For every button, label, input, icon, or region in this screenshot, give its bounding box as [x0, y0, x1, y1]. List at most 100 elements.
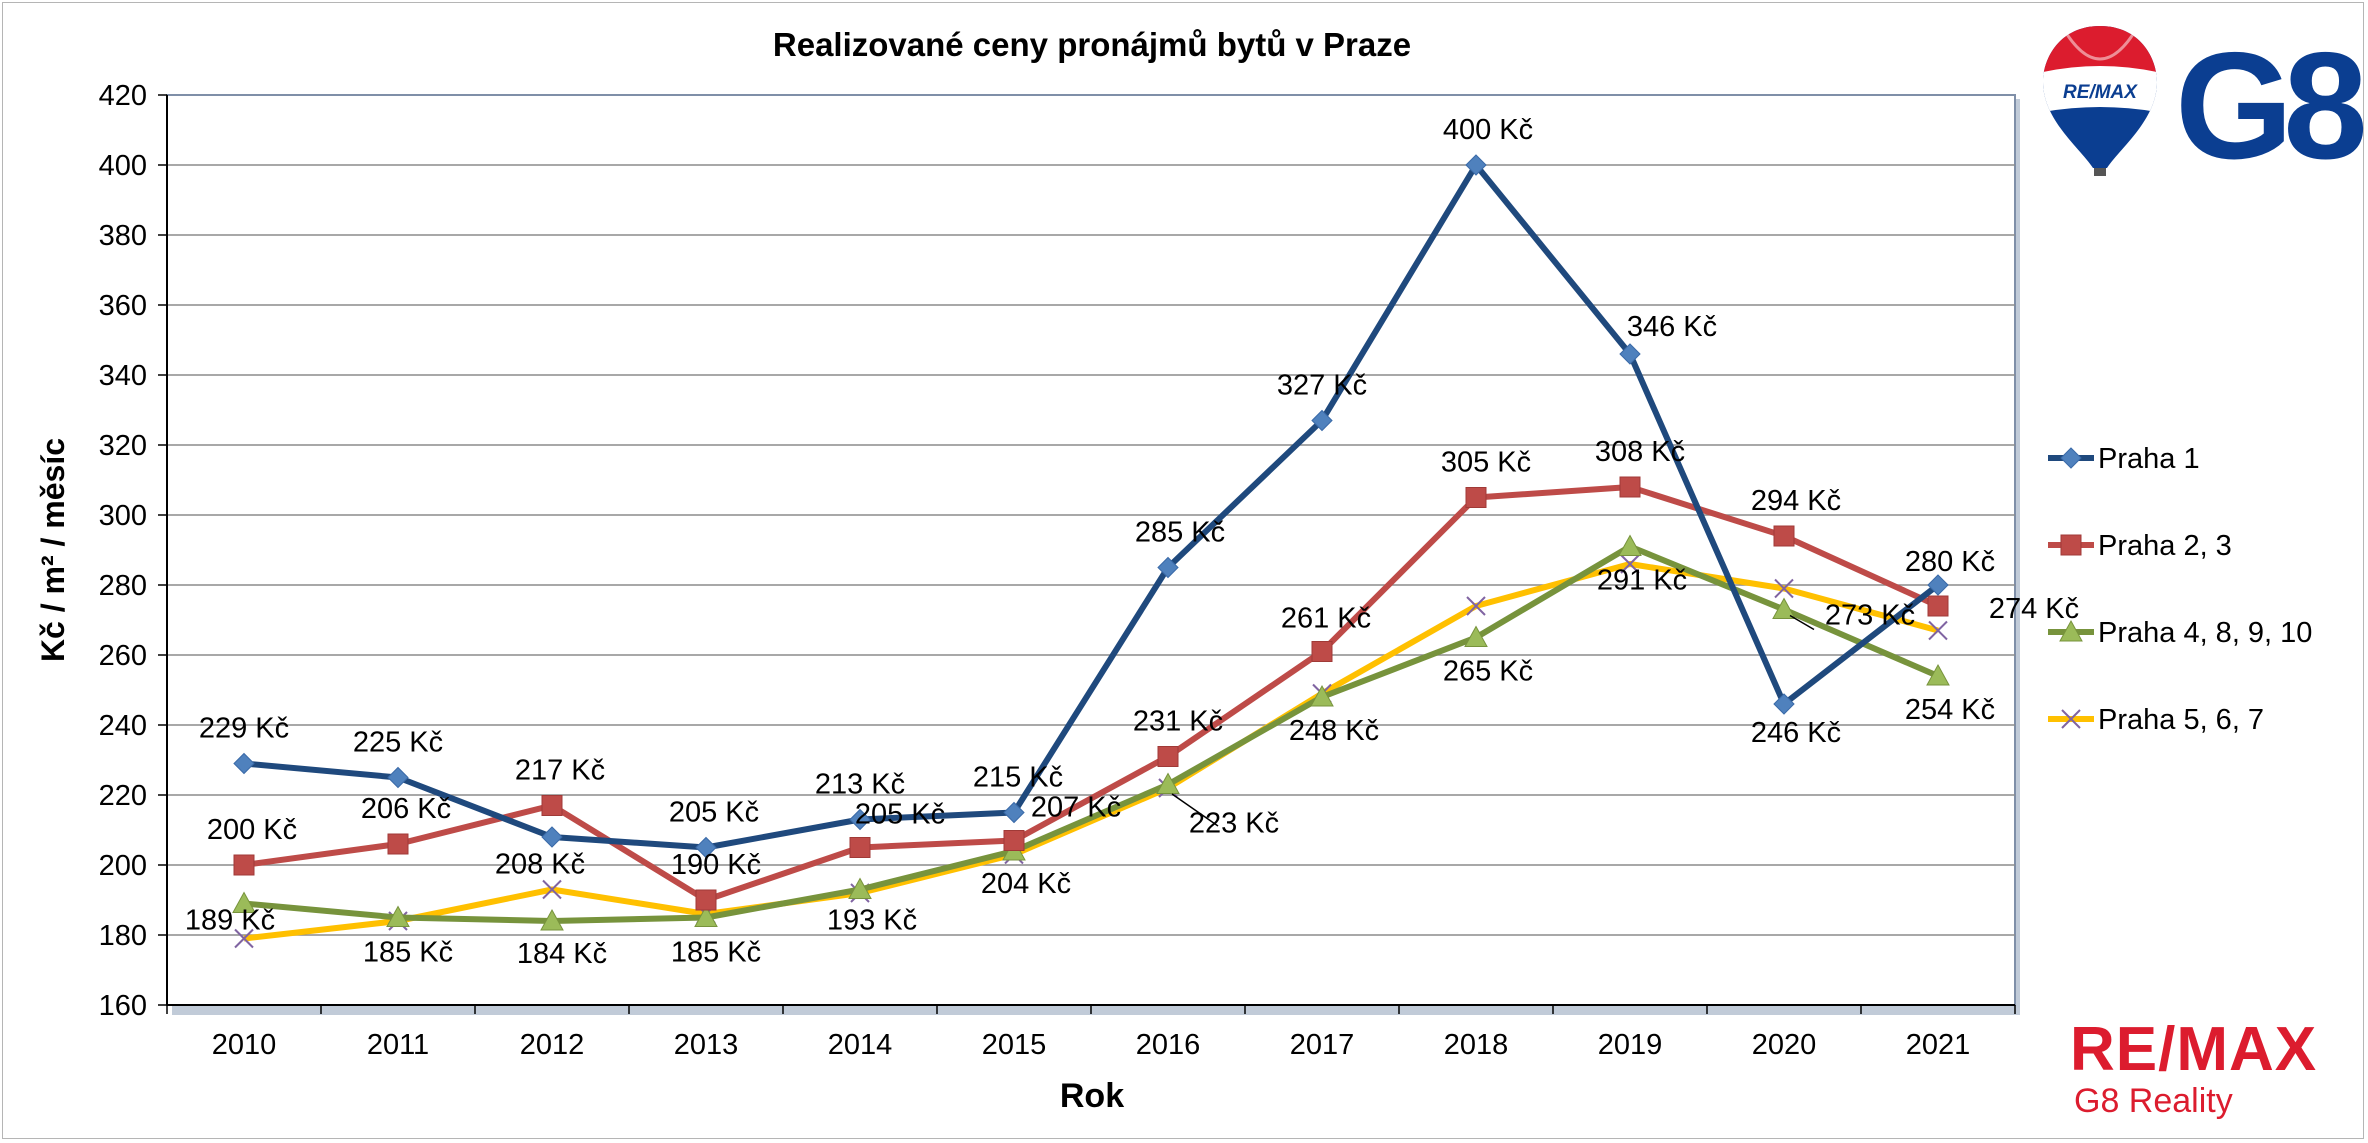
- data-label: 193 Kč: [827, 905, 917, 937]
- marker-triangle: [540, 908, 564, 931]
- data-label: 184 Kč: [517, 938, 607, 970]
- legend-item: Praha 2, 3: [2048, 530, 2232, 562]
- x-tick-label: 2016: [1136, 1029, 1201, 1061]
- data-label: 225 Kč: [353, 727, 443, 759]
- marker-diamond: [387, 766, 409, 789]
- gridlines: [167, 164, 2015, 936]
- marker-square: [541, 795, 563, 816]
- series-3: [232, 534, 1950, 931]
- data-label: 400 Kč: [1443, 114, 1533, 146]
- leader-lines: [1171, 614, 1815, 827]
- data-label: 190 Kč: [671, 849, 761, 881]
- plot-area: [166, 94, 2016, 1006]
- data-label: 185 Kč: [671, 937, 761, 969]
- data-label: 215 Kč: [973, 762, 1063, 794]
- data-label: 229 Kč: [199, 713, 289, 745]
- data-label: 248 Kč: [1289, 715, 1379, 747]
- data-label: 291 Kč: [1597, 565, 1687, 597]
- marker-diamond: [233, 752, 255, 775]
- y-tick-label: 340: [99, 360, 147, 392]
- marker-x: [1928, 620, 1948, 641]
- data-label: 261 Kč: [1281, 603, 1371, 635]
- data-label: 204 Kč: [981, 868, 1071, 900]
- x-axis-label: Rok: [1060, 1077, 1124, 1115]
- marker-diamond: [1157, 556, 1179, 579]
- marker-x: [1774, 578, 1794, 599]
- series-line: [243, 484, 1940, 903]
- x-tick-label: 2014: [828, 1029, 893, 1061]
- marker-x-stroke: [542, 879, 562, 900]
- data-label: 285 Kč: [1135, 517, 1225, 549]
- remax-g8-balloon-logo: RE/MAX G8: [2043, 21, 2365, 180]
- marker-x-stroke: [1928, 620, 1948, 641]
- marker-triangle: [2059, 619, 2083, 642]
- series-line: [243, 561, 1939, 942]
- marker-triangle: [848, 877, 872, 899]
- legend-item: Praha 1: [2048, 443, 2200, 475]
- y-tick-label: 360: [99, 290, 147, 322]
- marker-diamond: [541, 826, 563, 848]
- data-label: 185 Kč: [363, 937, 453, 969]
- marker-square: [1311, 641, 1333, 662]
- data-label: 294 Kč: [1751, 485, 1841, 517]
- y-tick-label: 420: [99, 80, 147, 112]
- data-label: 206 Kč: [361, 793, 451, 825]
- x-tick-label: 2011: [367, 1029, 429, 1061]
- marker-diamond: [1927, 574, 1949, 596]
- data-label: 213 Kč: [815, 769, 905, 801]
- marker-x-stroke: [2061, 709, 2081, 729]
- marker-square: [387, 833, 409, 855]
- x-tick-label: 2021: [1906, 1029, 1971, 1061]
- marker-triangle: [1310, 684, 1334, 707]
- y-tick-label: 300: [99, 500, 147, 532]
- legend: Praha 1 Praha 2, 3 Praha 4, 8, 9, 10 Praha …: [2048, 443, 2312, 736]
- marker-triangle: [694, 905, 718, 927]
- legend-label: Praha 1: [2098, 443, 2200, 475]
- marker-diamond: [1311, 409, 1333, 432]
- series-line: [243, 543, 1940, 924]
- marker-triangle: [1156, 772, 1180, 794]
- y-tick-label: 380: [99, 220, 147, 252]
- data-label: 305 Kč: [1441, 447, 1531, 479]
- x-tick-label: 2020: [1752, 1029, 1817, 1061]
- g8-reality-subtitle: G8 Reality: [2074, 1082, 2233, 1120]
- marker-x: [1620, 554, 1640, 574]
- marker-x-stroke: [1466, 596, 1486, 616]
- marker-diamond: [849, 808, 871, 831]
- data-label: 205 Kč: [669, 797, 759, 829]
- data-label: 308 Kč: [1595, 436, 1685, 468]
- y-axis-label: Kč / m² / měsíc: [35, 438, 71, 662]
- marker-square: [1927, 595, 1949, 617]
- data-label: 189 Kč: [185, 905, 275, 937]
- legend-label: Praha 4, 8, 9, 10: [2098, 617, 2312, 649]
- marker-x-stroke: [1774, 578, 1794, 599]
- series-1: [233, 154, 1949, 859]
- legend-item: Praha 4, 8, 9, 10: [2048, 617, 2312, 649]
- x-tick-label: 2018: [1444, 1029, 1509, 1061]
- marker-square: [233, 854, 255, 876]
- data-label: 223 Kč: [1189, 808, 1279, 840]
- remax-g8-reality-logo: RE/MAX G8 Reality: [2070, 1015, 2316, 1120]
- leader-line: [1171, 793, 1219, 827]
- x-tick-label: 2019: [1598, 1029, 1663, 1061]
- marker-triangle: [1618, 534, 1642, 556]
- x-tick-labels: 2010 2011 2012 2013 2014 2015 2016 2017 2018 2019…: [212, 1029, 1971, 1061]
- legend-item: Praha 5, 6, 7: [2048, 704, 2264, 736]
- data-label: 327 Kč: [1277, 370, 1367, 402]
- marker-diamond: [1773, 693, 1795, 715]
- data-label: 200 Kč: [207, 814, 297, 846]
- marker-square: [695, 889, 717, 911]
- marker-square: [1773, 525, 1795, 547]
- marker-x: [1466, 596, 1486, 616]
- series-lines: [232, 154, 1950, 949]
- marker-diamond: [1619, 343, 1641, 365]
- data-label: 274 Kč: [1989, 593, 2079, 625]
- marker-diamond: [2060, 447, 2082, 469]
- data-label: 265 Kč: [1443, 656, 1533, 688]
- marker-triangle: [386, 905, 410, 927]
- marker-square: [1619, 476, 1641, 498]
- marker-square: [1465, 487, 1487, 508]
- data-label: 205 Kč: [855, 799, 945, 831]
- series-line: [243, 162, 1940, 851]
